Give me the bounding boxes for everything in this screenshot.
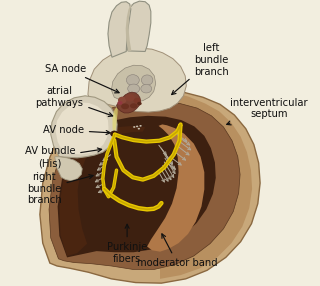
Polygon shape bbox=[40, 90, 260, 283]
Text: moderator band: moderator band bbox=[137, 234, 218, 268]
Ellipse shape bbox=[121, 104, 129, 109]
Ellipse shape bbox=[126, 75, 139, 86]
Ellipse shape bbox=[125, 94, 135, 102]
Ellipse shape bbox=[141, 75, 153, 85]
Ellipse shape bbox=[133, 98, 141, 104]
Polygon shape bbox=[51, 96, 117, 158]
Polygon shape bbox=[59, 126, 145, 256]
Ellipse shape bbox=[136, 126, 138, 127]
Ellipse shape bbox=[128, 84, 140, 93]
Polygon shape bbox=[116, 92, 140, 113]
Ellipse shape bbox=[140, 125, 142, 127]
Ellipse shape bbox=[111, 131, 118, 137]
Polygon shape bbox=[160, 92, 252, 279]
Polygon shape bbox=[147, 124, 204, 252]
Polygon shape bbox=[126, 5, 132, 51]
Ellipse shape bbox=[138, 128, 140, 130]
Text: AV node: AV node bbox=[43, 125, 110, 135]
Polygon shape bbox=[126, 1, 151, 51]
Polygon shape bbox=[56, 102, 108, 154]
Polygon shape bbox=[111, 65, 156, 102]
Ellipse shape bbox=[141, 84, 152, 93]
Polygon shape bbox=[108, 2, 131, 57]
Polygon shape bbox=[88, 48, 186, 112]
Ellipse shape bbox=[118, 97, 126, 104]
Text: atrial
pathways: atrial pathways bbox=[35, 86, 113, 116]
Ellipse shape bbox=[130, 103, 137, 108]
Polygon shape bbox=[113, 107, 118, 133]
Text: Purkinje
fibers: Purkinje fibers bbox=[107, 224, 147, 264]
Ellipse shape bbox=[117, 101, 123, 105]
Polygon shape bbox=[58, 116, 216, 257]
Ellipse shape bbox=[133, 126, 135, 128]
Text: left
bundle
branch: left bundle branch bbox=[172, 43, 229, 95]
Polygon shape bbox=[55, 157, 82, 181]
Text: interventricular
septum: interventricular septum bbox=[227, 98, 308, 125]
Ellipse shape bbox=[137, 102, 142, 105]
Polygon shape bbox=[49, 102, 240, 269]
Text: SA node: SA node bbox=[45, 64, 119, 93]
Text: AV bundle
(His): AV bundle (His) bbox=[25, 146, 102, 168]
Text: right
bundle
branch: right bundle branch bbox=[27, 172, 93, 205]
